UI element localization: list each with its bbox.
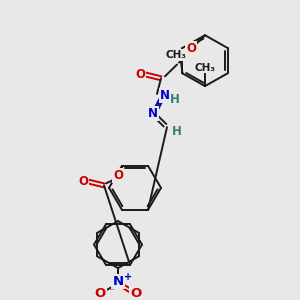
Text: O: O	[113, 169, 123, 182]
Text: O: O	[186, 42, 196, 56]
Text: +: +	[124, 272, 132, 282]
Text: O: O	[78, 175, 88, 188]
Text: N: N	[160, 89, 170, 102]
Text: ⁻: ⁻	[108, 287, 114, 298]
Text: N: N	[148, 107, 158, 120]
Text: H: H	[170, 93, 180, 106]
Text: H: H	[172, 124, 182, 138]
Text: O: O	[130, 287, 142, 300]
Text: N: N	[112, 275, 124, 288]
Text: CH₃: CH₃	[194, 62, 215, 73]
Text: O: O	[135, 68, 145, 81]
Text: CH₃: CH₃	[166, 50, 187, 60]
Text: O: O	[94, 287, 106, 300]
